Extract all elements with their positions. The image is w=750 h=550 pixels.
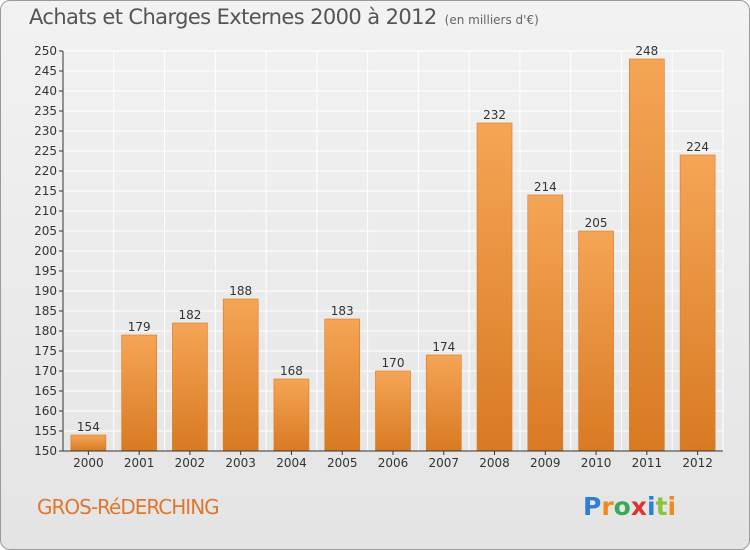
y-tick-label: 165	[34, 384, 57, 398]
logo-letter: x	[630, 492, 647, 521]
bar-2003	[222, 298, 259, 452]
x-tick-label-2012: 2012	[682, 456, 713, 470]
municipality-name: GROS-RéDERCHING	[37, 495, 220, 519]
logo-letter: r	[601, 492, 614, 521]
y-tick-label: 180	[34, 324, 57, 338]
data-label-2008: 232	[483, 108, 506, 122]
logo-letter: P	[583, 492, 602, 521]
bar-2007	[425, 354, 462, 452]
y-tick-label: 250	[34, 44, 57, 58]
bar-2008	[476, 122, 513, 452]
x-tick-label-2002: 2002	[175, 456, 206, 470]
y-tick-label: 230	[34, 124, 57, 138]
logo-letter: i	[647, 492, 656, 521]
bar-2010	[578, 230, 614, 452]
data-label-2007: 174	[432, 340, 455, 354]
x-tick-label-2007: 2007	[428, 456, 459, 470]
data-label-2004: 168	[280, 364, 303, 378]
y-tick-label: 215	[34, 184, 57, 198]
x-tick-label-2003: 2003	[225, 456, 256, 470]
data-label-2011: 248	[635, 44, 658, 58]
bar-2000	[70, 434, 107, 452]
y-tick-label: 205	[34, 224, 57, 238]
chart-subtitle: (en milliers d'€)	[444, 13, 539, 27]
y-tick-label: 210	[34, 204, 57, 218]
y-tick-label: 240	[34, 84, 57, 98]
chart-title: Achats et Charges Externes 2000 à 2012 (e…	[29, 5, 539, 29]
axis-layer: 150 155 160 165 170 175 180 185 190 195 200 205 210 2…	[34, 44, 723, 470]
y-tick-label: 245	[34, 64, 57, 78]
bar-2012	[679, 154, 716, 452]
data-label-2006: 170	[382, 356, 405, 370]
proxiti-logo: Proxiti	[583, 492, 676, 521]
y-tick-label: 185	[34, 304, 57, 318]
x-tick-label-2009: 2009	[530, 456, 561, 470]
data-label-2001: 179	[128, 320, 151, 334]
y-tick-label: 170	[34, 364, 57, 378]
bar-2005	[324, 318, 361, 452]
y-tick-label: 190	[34, 284, 57, 298]
y-tick-label: 225	[34, 144, 57, 158]
data-label-2000: 154	[77, 420, 100, 434]
y-tick-label: 220	[34, 164, 57, 178]
x-tick-label-2006: 2006	[378, 456, 409, 470]
logo-letter: o	[613, 492, 631, 521]
data-label-2012: 224	[686, 140, 709, 154]
data-label-2003: 188	[229, 284, 252, 298]
data-label-2002: 182	[178, 308, 201, 322]
bar-2004	[273, 378, 310, 452]
bar-2011	[629, 58, 665, 452]
data-label-2010: 205	[585, 216, 608, 230]
y-tick-label: 235	[34, 104, 57, 118]
logo-letter: i	[667, 492, 677, 521]
x-tick-label-2011: 2011	[632, 456, 663, 470]
x-tick-label-2004: 2004	[276, 456, 307, 470]
bars-layer: 154 179 182 188 168 183 170 174 232 214 205 248 224	[70, 44, 716, 452]
x-tick-label-2005: 2005	[327, 456, 358, 470]
bar-2001	[121, 334, 157, 452]
x-tick-label-2008: 2008	[479, 456, 510, 470]
y-tick-label: 155	[34, 424, 57, 438]
y-tick-label: 160	[34, 404, 57, 418]
y-tick-label: 150	[34, 444, 57, 458]
bar-2009	[527, 194, 564, 452]
x-tick-label-2000: 2000	[73, 456, 104, 470]
chart-title-text: Achats et Charges Externes 2000 à 2012	[29, 5, 437, 29]
y-tick-label: 200	[34, 244, 57, 258]
logo-letter: t	[655, 492, 668, 521]
y-tick-label: 175	[34, 344, 57, 358]
bar-2002	[172, 322, 208, 452]
x-tick-label-2010: 2010	[581, 456, 612, 470]
data-label-2009: 214	[534, 180, 557, 194]
data-label-2005: 183	[331, 304, 354, 318]
x-tick-label-2001: 2001	[124, 456, 155, 470]
y-tick-label: 195	[34, 264, 57, 278]
bar-2006	[375, 370, 411, 452]
